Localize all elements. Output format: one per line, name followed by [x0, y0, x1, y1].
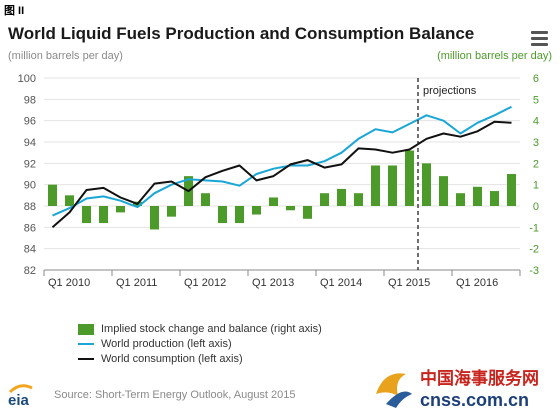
legend-item-production: World production (left axis)	[78, 337, 322, 351]
bar-stock-change	[201, 193, 210, 206]
x-tick-label: Q1 2014	[320, 277, 362, 289]
right-tick-label: 4	[533, 116, 539, 128]
right-tick-label: 0	[533, 201, 539, 213]
right-tick-label: 2	[533, 158, 539, 170]
bar-stock-change	[252, 206, 261, 215]
x-tick-label: Q1 2012	[184, 277, 226, 289]
bar-stock-change	[405, 150, 414, 206]
cnss-watermark: 中国海事服务网 cnss.com.cn	[376, 368, 539, 410]
eia-logo: eia	[8, 384, 33, 408]
right-tick-label: -2	[529, 244, 539, 256]
bar-stock-change	[218, 206, 227, 224]
right-tick-label: -3	[529, 265, 539, 277]
bar-stock-change	[371, 165, 380, 206]
source-note: Source: Short-Term Energy Outlook, Augus…	[54, 389, 296, 401]
bar-stock-change	[337, 188, 346, 206]
left-tick-label: 90	[24, 180, 36, 192]
right-tick-label: -1	[529, 222, 539, 234]
bar-stock-change	[116, 206, 125, 213]
bar-stock-change	[473, 186, 482, 206]
axes: 82 84 86 88 90 92 94 96 98 100 -3 -2 -1 0 1 2 3 4 5 6 Q1 201…	[18, 73, 539, 289]
bar-stock-change	[388, 165, 397, 206]
x-tick-label: Q1 2016	[456, 277, 498, 289]
bar-stock-change	[320, 193, 329, 206]
line-series	[51, 105, 512, 229]
bar-series	[48, 150, 516, 230]
x-tick-label: Q1 2013	[252, 277, 294, 289]
bar-stock-change	[150, 206, 159, 230]
bar-stock-change	[269, 197, 278, 206]
left-tick-label: 100	[18, 73, 36, 85]
left-tick-label: 82	[24, 265, 36, 277]
left-tick-label: 96	[24, 116, 36, 128]
legend-swatch-consumption	[78, 358, 94, 360]
left-tick-label: 86	[24, 222, 36, 234]
figure-label: 图 II	[4, 5, 25, 17]
x-tick-label: Q1 2015	[388, 277, 430, 289]
x-tick-label: Q1 2011	[116, 277, 157, 289]
hamburger-menu-icon[interactable]	[531, 31, 548, 46]
bar-stock-change	[65, 195, 74, 206]
watermark-brand-cn: 中国海事服务网	[420, 368, 539, 389]
svg-text:eia: eia	[8, 392, 30, 408]
chart-title: World Liquid Fuels Production and Consum…	[8, 24, 475, 43]
legend-label: World consumption (left axis)	[101, 353, 243, 365]
legend-label: World production (left axis)	[101, 338, 232, 350]
bar-stock-change	[507, 174, 516, 206]
left-tick-label: 94	[24, 137, 36, 149]
bar-stock-change	[439, 176, 448, 206]
grid	[44, 77, 520, 271]
bar-stock-change	[48, 184, 57, 206]
legend-label: Implied stock change and balance (right …	[101, 323, 322, 335]
bar-stock-change	[82, 206, 91, 224]
left-tick-label: 98	[24, 94, 36, 106]
bar-stock-change	[99, 206, 108, 224]
line-world-consumption	[51, 120, 512, 229]
bar-stock-change	[354, 193, 363, 206]
bar-stock-change	[490, 191, 499, 206]
legend-swatch-bar	[78, 323, 94, 335]
bar-stock-change	[456, 193, 465, 206]
left-tick-label: 92	[24, 158, 36, 170]
legend: Implied stock change and balance (right …	[78, 322, 322, 367]
bar-stock-change	[422, 163, 431, 206]
bar-stock-change	[235, 206, 244, 224]
right-tick-label: 6	[533, 73, 539, 85]
line-world-production	[52, 105, 512, 217]
right-tick-label: 5	[533, 94, 539, 106]
left-tick-label: 88	[24, 201, 36, 213]
right-axis-units: (million barrels per day)	[437, 50, 552, 62]
left-axis-units: (million barrels per day)	[8, 50, 123, 62]
bar-stock-change	[167, 206, 176, 217]
bar-stock-change	[303, 206, 312, 219]
projections-label: projections	[423, 85, 477, 97]
bar-stock-change	[286, 206, 295, 211]
right-tick-label: 3	[533, 137, 539, 149]
legend-item-stock-change: Implied stock change and balance (right …	[78, 322, 322, 336]
right-tick-label: 1	[533, 180, 539, 192]
legend-swatch-production	[78, 343, 94, 345]
watermark-brand-url: cnss.com.cn	[420, 390, 529, 410]
x-tick-label: Q1 2010	[48, 277, 90, 289]
legend-item-consumption: World consumption (left axis)	[78, 352, 322, 366]
left-tick-label: 84	[24, 244, 36, 256]
